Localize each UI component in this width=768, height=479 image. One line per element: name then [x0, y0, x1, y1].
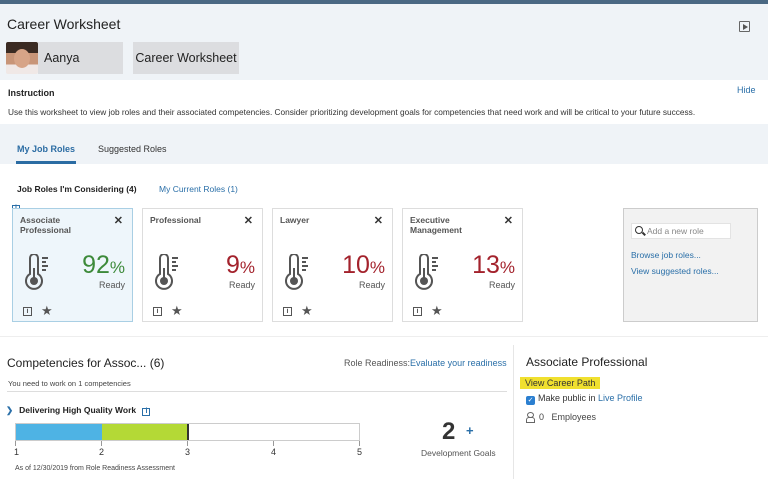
play-icon[interactable] [739, 21, 750, 32]
roles-considering-heading[interactable]: Job Roles I'm Considering (4) [17, 184, 137, 194]
current-level-bar [16, 424, 102, 440]
scale-label: 5 [357, 447, 363, 457]
info-icon[interactable]: i [283, 307, 292, 316]
scale-tick [359, 441, 360, 446]
current-roles-link[interactable]: My Current Roles (1) [159, 184, 238, 194]
role-card-associate-professional[interactable]: Associate Professional ✕ 92% Ready i ★ [12, 208, 133, 322]
role-card-lawyer[interactable]: Lawyer ✕ 10% Ready i ★ [272, 208, 393, 322]
info-icon[interactable]: i [413, 307, 422, 316]
page-header: Career Worksheet Aanya Singh⌵ Career Wor… [0, 4, 768, 97]
close-icon[interactable]: ✕ [373, 215, 383, 227]
search-icon [635, 226, 643, 234]
avatar[interactable] [6, 42, 38, 74]
tab-my-job-roles[interactable]: My Job Roles [17, 144, 76, 154]
make-public-checkbox[interactable]: ✓ [526, 396, 535, 405]
close-icon[interactable]: ✕ [113, 215, 123, 227]
hide-link[interactable]: Hide [737, 85, 756, 95]
scale-label: 3 [185, 447, 191, 457]
chevron-right-icon[interactable]: ❯ [6, 405, 14, 415]
close-icon[interactable]: ✕ [243, 215, 253, 227]
scale-tick [15, 441, 16, 446]
top-accent-bar [0, 0, 768, 4]
make-public-row: ✓ Make public in Live Profile [526, 393, 643, 405]
add-goal-button[interactable]: + [466, 423, 474, 438]
scale-tick [101, 441, 102, 446]
instruction-text: Use this worksheet to view job roles and… [8, 107, 696, 117]
close-icon[interactable]: ✕ [503, 215, 513, 227]
divider [513, 345, 514, 479]
role-card-title: Lawyer [280, 215, 310, 225]
ready-label: Ready [228, 280, 255, 290]
info-icon[interactable]: i [23, 307, 32, 316]
scale-tick [273, 441, 274, 446]
star-icon[interactable]: ★ [41, 303, 53, 318]
employees-count: 0 Employees [526, 412, 596, 423]
role-card-title: Associate Professional [20, 215, 72, 235]
app-title: Career Worksheet [7, 16, 121, 32]
thermometer-icon [155, 254, 178, 290]
target-level-bar [102, 424, 188, 440]
ready-label: Ready [488, 280, 515, 290]
competency-item-header[interactable]: ❯ Delivering High Quality Work i [6, 405, 151, 416]
competency-scale [15, 423, 360, 441]
info-icon[interactable]: i [142, 408, 151, 416]
instruction-panel: Instruction Use this worksheet to view j… [0, 80, 768, 124]
active-tab-indicator [16, 161, 76, 164]
add-role-input[interactable]: Add a new role [631, 223, 731, 239]
competencies-subtitle: You need to work on 1 competencies [8, 379, 131, 388]
role-card-title: Professional [150, 215, 202, 225]
tab-bar: My Job Roles Suggested Roles [0, 124, 768, 164]
role-card-title: Executive Management [410, 215, 462, 235]
divider [7, 391, 507, 392]
readiness-percent: 13% [472, 251, 515, 279]
goals-count[interactable]: 2 [442, 418, 456, 445]
goals-label: Development Goals [421, 448, 496, 458]
as-of-note: As of 12/30/2019 from Role Readiness Ass… [15, 465, 175, 472]
role-card-executive-management[interactable]: Executive Management ✕ 13% Ready i ★ [402, 208, 523, 322]
scale-tick [187, 441, 188, 446]
readiness-percent: 10% [342, 251, 385, 279]
live-profile-link[interactable]: Live Profile [598, 393, 643, 403]
thermometer-icon [415, 254, 438, 290]
readiness-percent: 9% [225, 251, 255, 279]
instruction-title: Instruction [8, 88, 55, 98]
user-menu-button[interactable]: Aanya Singh⌵ [38, 42, 123, 97]
person-icon [526, 412, 535, 423]
ready-label: Ready [358, 280, 385, 290]
divider [0, 336, 768, 337]
career-worksheet-button[interactable]: Career Worksheet [133, 42, 239, 74]
star-icon[interactable]: ★ [431, 303, 443, 318]
scale-label: 1 [14, 447, 20, 457]
readiness-percent: 92% [82, 251, 125, 279]
star-icon[interactable]: ★ [171, 303, 183, 318]
view-suggested-roles-link[interactable]: View suggested roles... [631, 266, 719, 276]
role-panel-title: Associate Professional [526, 355, 648, 369]
role-readiness: Role Readiness:Evaluate your readiness [344, 358, 507, 368]
thermometer-icon [25, 254, 48, 290]
add-role-panel: Add a new role Browse job roles... View … [623, 208, 758, 322]
star-icon[interactable]: ★ [301, 303, 313, 318]
scale-label: 2 [99, 447, 105, 457]
evaluate-readiness-link[interactable]: Evaluate your readiness [410, 358, 507, 368]
target-marker [187, 424, 189, 440]
scale-label: 4 [271, 447, 277, 457]
browse-job-roles-link[interactable]: Browse job roles... [631, 250, 701, 260]
competencies-title: Competencies for Assoc... (6) [7, 356, 165, 370]
thermometer-icon [285, 254, 308, 290]
tab-suggested-roles[interactable]: Suggested Roles [98, 144, 167, 154]
role-card-professional[interactable]: Professional ✕ 9% Ready i ★ [142, 208, 263, 322]
ready-label: Ready [98, 280, 125, 290]
info-icon[interactable]: i [153, 307, 162, 316]
view-career-path-link[interactable]: View Career Path [520, 377, 601, 389]
